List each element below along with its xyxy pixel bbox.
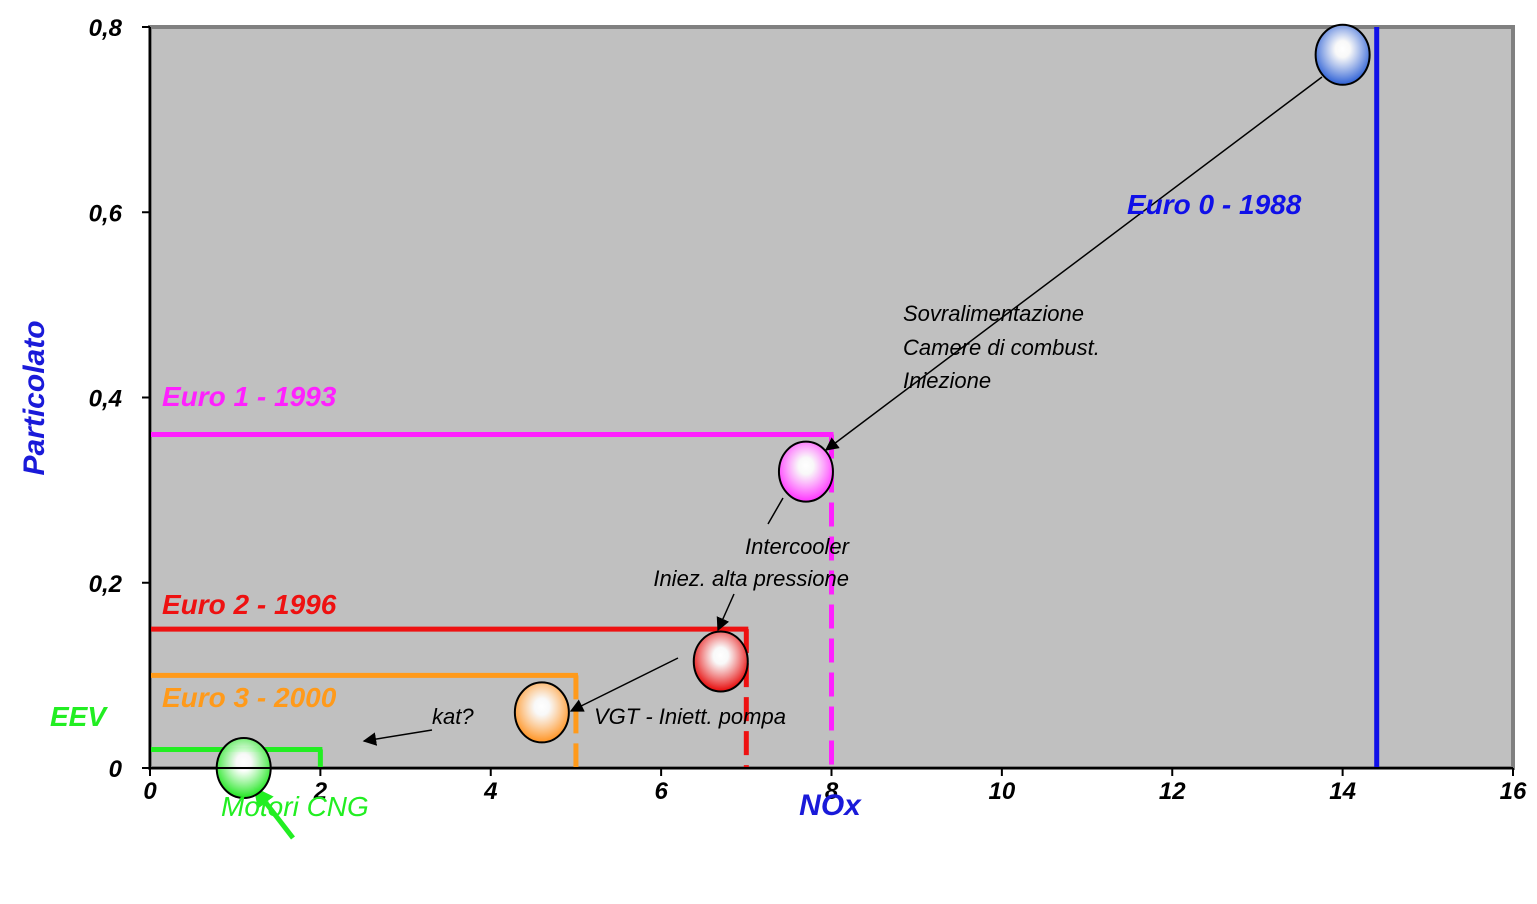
y-tick-label: 0,6: [89, 200, 123, 227]
emission-limits: [150, 27, 1380, 768]
label-euro-2: Euro 2 - 1996: [162, 589, 337, 620]
engine-point-2: [692, 630, 749, 693]
y-ticks: 0 0,2 0,4 0,6 0,8: [89, 15, 150, 783]
x-tick-label: 2: [313, 778, 328, 805]
x-tick-label: 6: [654, 778, 668, 805]
arrow-vgt: [569, 657, 679, 712]
note-intercooler: Intercooler: [745, 534, 851, 559]
arrow-intercooler: [767, 497, 784, 525]
x-tick-label: 0: [143, 778, 157, 805]
arrow-sovralimentazione: [824, 76, 1323, 451]
x-tick-label: 8: [825, 778, 839, 805]
note-iniezione: Iniezione: [903, 368, 991, 393]
note-vgt: VGT - Iniett. pompa: [594, 704, 786, 729]
arrow-iniez: [716, 593, 735, 632]
x-tick-label: 4: [483, 778, 497, 805]
engine-points: [215, 23, 1371, 799]
annotation-arrows: [253, 76, 1323, 840]
x-tick-label: 10: [989, 778, 1016, 805]
x-tick-label: 16: [1500, 778, 1527, 805]
note-iniez-alta: Iniez. alta pressione: [653, 566, 849, 591]
label-euro-3: Euro 3 - 2000: [162, 682, 337, 713]
note-camere: Camere di combust.: [903, 335, 1100, 360]
label-eev: EEV: [50, 701, 108, 732]
y-tick-label: 0: [109, 756, 123, 783]
label-euro-0: Euro 0 - 1988: [1127, 189, 1302, 220]
x-tick-label: 14: [1329, 778, 1356, 805]
engine-point-3: [513, 681, 570, 744]
x-tick-label: 12: [1159, 778, 1186, 805]
y-axis-title: Particolato: [18, 320, 51, 475]
engine-point-0: [1314, 23, 1371, 86]
note-kat: kat?: [432, 704, 474, 729]
arrow-motori-cng: [253, 786, 295, 840]
note-motori-cng: Motori CNG: [221, 791, 369, 822]
arrow-kat: [362, 729, 433, 746]
note-sovralimentazione: Sovralimentazione: [903, 301, 1084, 326]
y-tick-label: 0,2: [89, 571, 123, 598]
x-ticks: 0 2 4 6 8 10 12 14 16: [143, 768, 1527, 805]
y-tick-label: 0,4: [89, 386, 122, 413]
x-axis-title: NOx: [799, 789, 862, 822]
y-tick-label: 0,8: [89, 15, 123, 42]
label-euro-1: Euro 1 - 1993: [162, 381, 337, 412]
engine-point-1: [777, 440, 834, 503]
